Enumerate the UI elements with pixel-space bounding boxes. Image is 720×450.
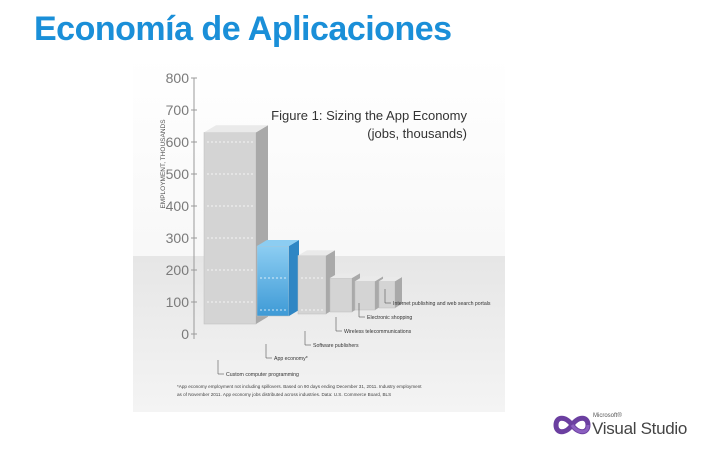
- bar-side: [395, 277, 402, 308]
- bar-1: [256, 240, 299, 317]
- bar-top: [379, 277, 402, 282]
- footnote-line-2: as of November 2011. App economy jobs di…: [177, 392, 391, 397]
- bar-front: [203, 132, 257, 325]
- y-tick-label: 500: [166, 166, 190, 182]
- category-label-1: App economy*: [265, 344, 308, 362]
- bar-top: [298, 250, 335, 256]
- slide-title: Economía de Aplicaciones: [34, 10, 452, 48]
- bar-front: [354, 280, 376, 311]
- category-label-5: Internet publishing and web search porta…: [384, 289, 491, 307]
- brand-microsoft: Microsoft®: [593, 413, 622, 419]
- figure-panel: EMPLOYMENT, THOUSANDS 800 700 600 500 400 300…: [133, 56, 505, 412]
- category-labels-group: Custom computer programming App economy* S…: [217, 289, 491, 378]
- category-label-4: Electronic shopping: [358, 303, 412, 321]
- y-axis-label: EMPLOYMENT, THOUSANDS: [160, 119, 167, 209]
- bar-top: [330, 273, 360, 278]
- category-text: Custom computer programming: [226, 372, 299, 378]
- bar-front: [329, 277, 353, 313]
- y-tick-group: 800 700 600 500 400 300 200 100 0: [166, 70, 197, 342]
- bar-chart: EMPLOYMENT, THOUSANDS 800 700 600 500 400 300…: [133, 56, 505, 412]
- y-tick-label: 300: [166, 230, 190, 246]
- bar-top: [204, 125, 268, 133]
- y-tick-label: 800: [166, 70, 190, 86]
- chart-subtitle: (jobs, thousands): [367, 126, 467, 141]
- category-text: Electronic shopping: [367, 315, 412, 321]
- bar-2: [297, 250, 335, 315]
- category-label-0: Custom computer programming: [217, 360, 299, 378]
- bar-front: [297, 255, 327, 315]
- bars-group: [203, 125, 402, 325]
- chart-title: Figure 1: Sizing the App Economy: [271, 108, 467, 123]
- category-text: App economy*: [274, 356, 308, 362]
- category-label-3: Wireless telecommunications: [335, 317, 412, 335]
- bar-top: [355, 276, 383, 282]
- brand-product-name: Visual Studio: [592, 419, 688, 438]
- y-tick-label: 200: [166, 262, 190, 278]
- visual-studio-logo: [552, 410, 692, 442]
- bar-side: [289, 240, 299, 316]
- infinity-icon: [553, 415, 591, 435]
- bar-front: [256, 245, 290, 317]
- y-tick-label: 100: [166, 294, 190, 310]
- y-tick-label: 400: [166, 198, 190, 214]
- category-text: Internet publishing and web search porta…: [393, 301, 491, 307]
- bar-top: [257, 240, 299, 246]
- footnote-line-1: *App economy employment not including sp…: [177, 384, 422, 389]
- bar-0: [203, 125, 268, 325]
- category-text: Software publishers: [313, 343, 359, 349]
- y-tick-label: 600: [166, 134, 190, 150]
- y-tick-label: 700: [166, 102, 190, 118]
- category-text: Wireless telecommunications: [344, 329, 412, 335]
- category-label-2: Software publishers: [304, 331, 359, 349]
- y-tick-label: 0: [181, 326, 189, 342]
- bar-5: [378, 277, 402, 309]
